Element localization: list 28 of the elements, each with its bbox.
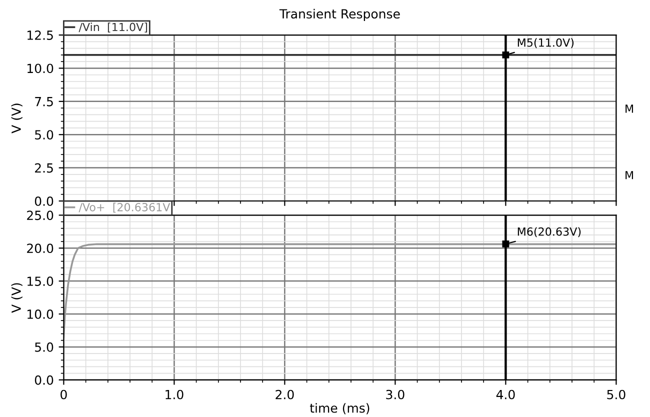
x-tick-label: 2.0 [276,390,294,400]
y-tick-label: 12.5 [28,30,53,40]
y-tick-label: 25.0 [27,210,54,220]
text: /Vin [11.0V] [78,22,148,33]
x-axis-title: time (ms) [310,403,370,414]
text: M [626,104,633,113]
y-tick-label: 0.0 [34,196,54,206]
annotation: M6(20.63V) [518,227,581,238]
y-tick-label: 10.0 [28,309,54,319]
annotation: M5(11.0V) [518,38,574,48]
text: /Vo+ [20.6361V [78,202,170,213]
y-tick-label: 15.0 [28,276,54,286]
y-tick-label: 5.0 [35,342,54,352]
y-tick-label: 7.5 [35,97,53,106]
y-tick-label: 2.5 [35,163,53,173]
y-tick-label: 10.0 [28,64,54,74]
y-axis-title: V (V) [11,104,22,134]
chart-title: Transient Response [279,8,400,21]
y-tick-label: 0.0 [34,375,54,385]
x-tick-label: 1.0 [166,390,184,400]
y-axis-title: V (V) [11,283,22,313]
x-tick-label: 5.0 [607,390,626,400]
text: M [626,171,633,180]
x-tick-label: 0 [60,390,67,400]
y-tick-label: 20.0 [27,244,54,254]
x-tick-label: 4.0 [496,390,515,400]
x-tick-label: 3.0 [386,390,404,400]
y-tick-label: 5.0 [35,130,54,140]
